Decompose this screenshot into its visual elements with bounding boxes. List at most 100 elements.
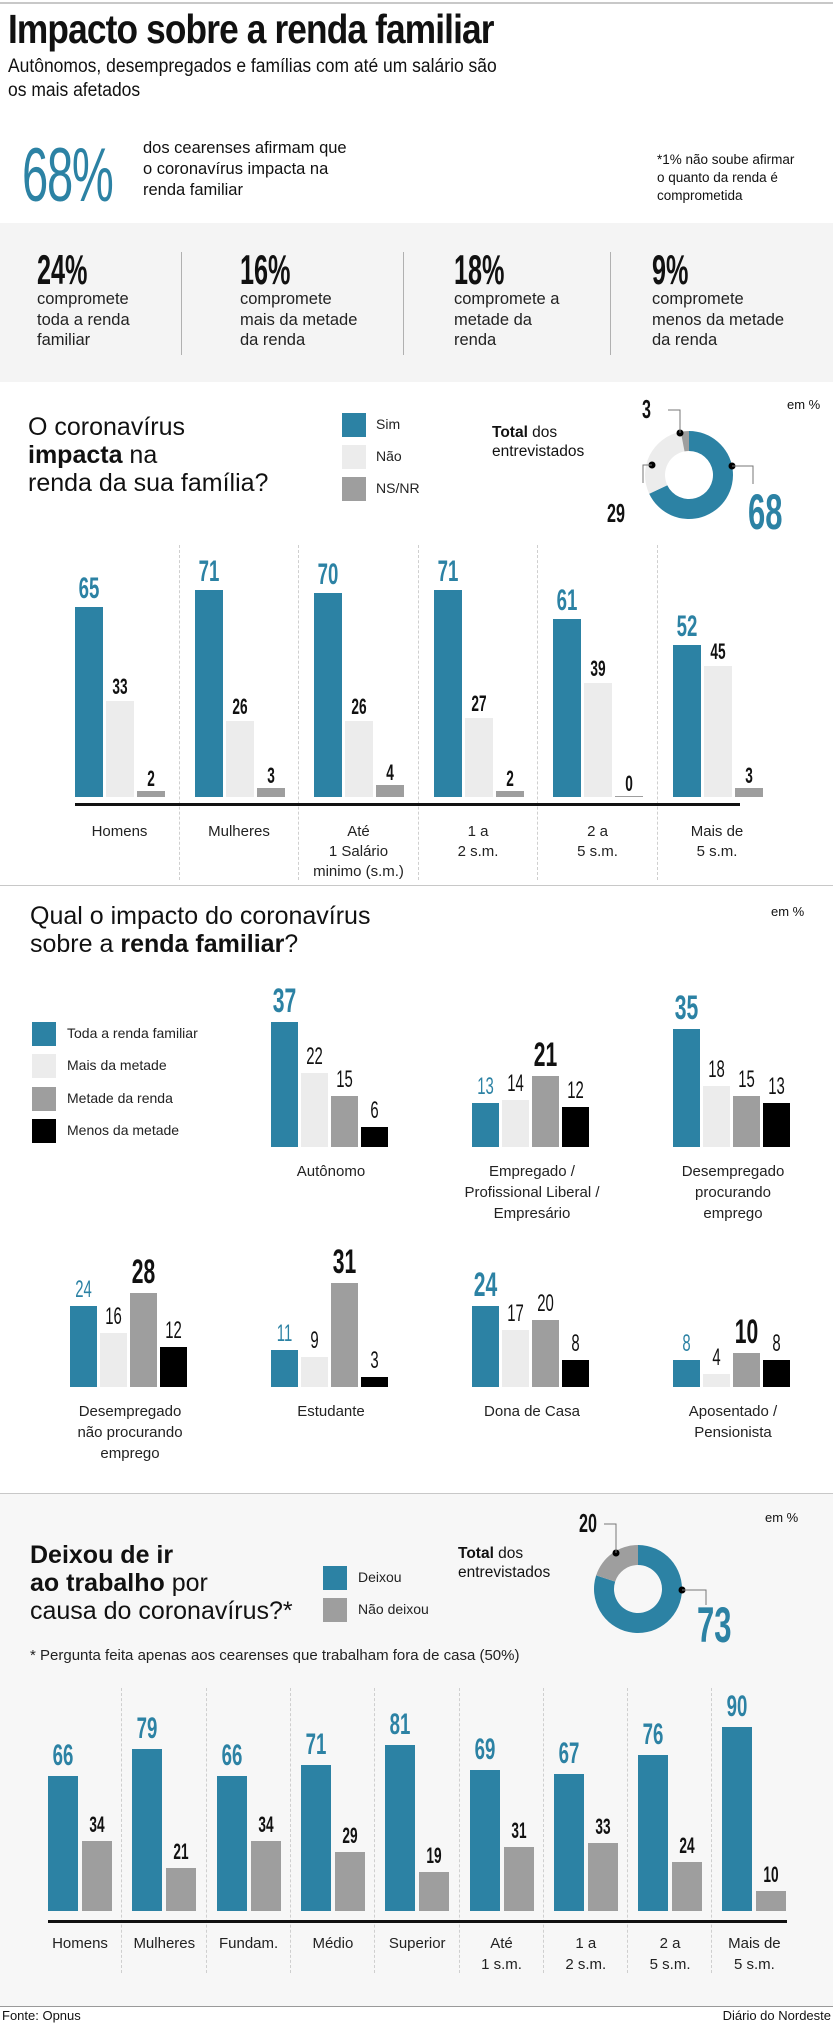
chart1-gridline [298,545,299,880]
chart3-title-line-1: Deixou de ir [30,1541,174,1569]
stat-4: 9% compromete menos da metade da renda [652,246,784,351]
top-rule [0,2,833,4]
value-label-deixou-homens: 66 [52,1738,74,1772]
bar-mais-da-metade-aposentado-pensionista [703,1373,730,1387]
value-label-mais-da-metade-estudante: 9 [310,1326,319,1354]
chart1-axis [75,803,740,806]
value-label-nao-deixou-superior: 19 [426,1843,442,1869]
category-label: Médio [312,1935,354,1952]
chart1-title-line-3: renda da sua família? [28,469,269,497]
chart3-donut-label-rest: dos [493,1545,524,1562]
bar-deixou-1-a-2-s-m [553,1773,584,1911]
stat-3-line-1: compromete a [454,290,560,308]
leader-line-sim [732,465,754,484]
bar-nao-1-a-2-s-m [464,718,493,797]
stat-1-line-1: compromete [37,290,129,308]
chart3-gridline [289,1688,291,1973]
value-label-ns-nr-mulheres: 3 [266,763,275,789]
stat-1: 24% compromete toda a renda familiar [37,246,130,351]
category-label: Desempregado [78,1403,182,1420]
chart2-title: Qual o impacto do coronavírus sobre a re… [30,902,370,958]
category-label: 1 a [467,823,489,840]
bar-nao-deixou-ate-1-s-m [503,1847,534,1911]
legend-label-mais: Mais da metade [67,1057,167,1073]
chart1-gridline [178,545,180,880]
value-label-nao-homens: 33 [112,673,128,699]
legend-label-nao-deixou: Não deixou [358,1601,429,1617]
bar-sim-mulheres [194,589,223,797]
bar-toda-a-renda-familiar-autonomo [271,1022,298,1147]
legend-swatch-toda [32,1022,56,1046]
value-label-metade-da-renda-autonomo: 15 [336,1066,353,1094]
bar-toda-a-renda-familiar-empregado-profissional-liberal-empresario [472,1103,499,1147]
stat-3: 18% compromete a metade da renda [454,246,559,351]
value-label-deixou-1-a-2-s-m: 67 [558,1736,580,1770]
bar-toda-a-renda-familiar-aposentado-pensionista [673,1360,700,1387]
footer-source: Fonte: Opnus [2,2008,81,2023]
value-label-sim-1-a-2-s-m: 71 [437,554,458,588]
donut-value-ns-nr: 3 [642,394,651,424]
leader-line-nao [642,464,652,483]
chart1-donut-label-rest: dos [527,424,558,441]
bar-sim-2-a-5-s-m [553,618,581,797]
category-label: Empregado / [489,1163,575,1180]
value-label-nao-deixou-2-a-5-s-m: 24 [679,1832,695,1858]
chart2-title-bold: renda familiar [120,930,285,958]
value-label-deixou-fundam: 66 [221,1738,242,1772]
bar-ns-nr-mulheres [256,788,285,797]
category-label: Estudante [297,1403,365,1420]
bar-mais-da-metade-dona-de-casa [502,1329,529,1387]
category-label: emprego [703,1205,763,1222]
value-label-deixou-mulheres: 79 [136,1712,158,1746]
bar-sim-mais-de-5-s-m [672,645,701,797]
value-label-nao-deixou-mais-de-5-s-m: 10 [763,1861,779,1887]
category-label: 5 s.m. [733,1956,775,1973]
bar-nao-homens [106,700,134,797]
bar-menos-da-metade-aposentado-pensionista [763,1360,790,1387]
stat-2-line-2: mais da metade [240,310,358,329]
chart1-donut-label-line-2: entrevistados [492,443,585,460]
category-label: Aposentado / [688,1403,778,1420]
note-line-1: *1% não soube afirmar [657,152,795,167]
bar-metade-da-renda-desempregado-nao-procurando-emprego [130,1292,157,1387]
value-label-deixou-medio: 71 [305,1728,327,1762]
value-label-mais-da-metade-autonomo: 22 [306,1042,323,1070]
legend-label-toda: Toda a renda familiar [67,1025,198,1041]
category-label: Fundam. [218,1935,279,1952]
value-label-mais-da-metade-desempregado-nao-procurando-emprego: 16 [105,1303,122,1331]
legend-label-sim: Sim [376,416,401,432]
value-label-sim-ate-1-salario-minimo-s-m: 70 [317,557,339,591]
bar-mais-da-metade-desempregado-procurando-emprego [703,1086,730,1147]
category-label: Mais de [690,823,744,840]
category-label: 1 s.m. [481,1956,522,1973]
bar-deixou-superior [385,1744,416,1911]
value-label-ns-nr-homens: 2 [147,766,155,792]
stat-2: 16% compromete mais da metade da renda [240,246,357,351]
stat-3-value: 18% [454,246,505,293]
bar-nao-deixou-mais-de-5-s-m [756,1890,787,1911]
legend-label-menos: Menos da metade [67,1122,180,1138]
subtitle-line-2: os mais afetados [8,80,141,101]
chart3-axis [48,1920,787,1923]
value-label-deixou-superior: 81 [389,1707,411,1741]
value-label-toda-a-renda-familiar-aposentado-pensionista: 8 [682,1330,691,1358]
value-label-sim-mulheres: 71 [198,554,219,588]
chart2-unit-label: em % [771,904,805,919]
chart1-title: O coronavírus impacta na renda da sua fa… [28,413,268,497]
bar-nao-deixou-mulheres [166,1867,197,1911]
chart3-gridline [458,1688,460,1973]
category-label: 1 Salário [328,843,389,860]
value-label-menos-da-metade-empregado-profissional-liberal-empresario: 12 [567,1076,584,1104]
bar-mais-da-metade-empregado-profissional-liberal-empresario [502,1099,529,1147]
category-label: procurando [695,1184,771,1201]
chart3-gridline [711,1688,713,1973]
chart2-title-line-2-pre: sobre a [30,930,121,958]
chart1-donut-label-bold: Total [492,424,528,441]
chart1-donut-label: Total dos entrevistados [492,423,584,461]
category-label: 5 s.m. [577,843,618,860]
stat-4-line-1: compromete [652,290,744,308]
value-label-nao-deixou-homens: 34 [89,1812,105,1838]
chart3-title-bold: ao trabalho [30,1569,165,1597]
bar-sim-ate-1-salario-minimo-s-m [314,592,342,797]
donut-value-deixou: 73 [697,1597,732,1653]
